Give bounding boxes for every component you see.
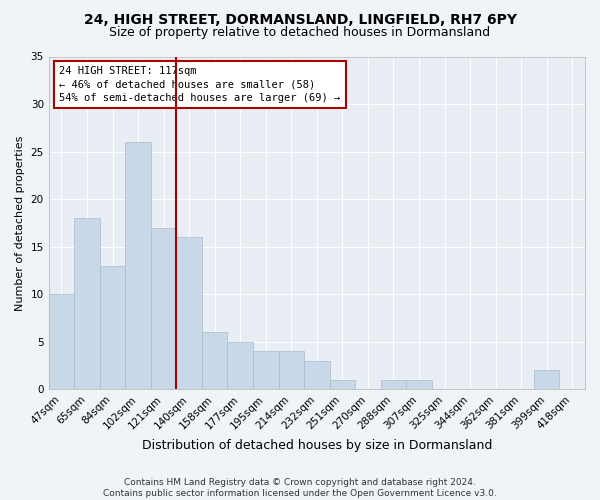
Bar [151,228,176,390]
Text: Contains HM Land Registry data © Crown copyright and database right 2024.
Contai: Contains HM Land Registry data © Crown c… [103,478,497,498]
Bar [304,361,329,390]
Bar [253,352,278,390]
Y-axis label: Number of detached properties: Number of detached properties [15,136,25,310]
Bar [406,380,432,390]
Text: 24, HIGH STREET, DORMANSLAND, LINGFIELD, RH7 6PY: 24, HIGH STREET, DORMANSLAND, LINGFIELD,… [83,12,517,26]
Bar [227,342,253,390]
Bar [74,218,100,390]
X-axis label: Distribution of detached houses by size in Dormansland: Distribution of detached houses by size … [142,440,492,452]
Text: Size of property relative to detached houses in Dormansland: Size of property relative to detached ho… [109,26,491,39]
Bar [329,380,355,390]
Bar [202,332,227,390]
Bar [534,370,559,390]
Bar [176,237,202,390]
Bar [125,142,151,390]
Bar [100,266,125,390]
Text: 24 HIGH STREET: 117sqm
← 46% of detached houses are smaller (58)
54% of semi-det: 24 HIGH STREET: 117sqm ← 46% of detached… [59,66,341,103]
Bar [49,294,74,390]
Bar [380,380,406,390]
Bar [278,352,304,390]
